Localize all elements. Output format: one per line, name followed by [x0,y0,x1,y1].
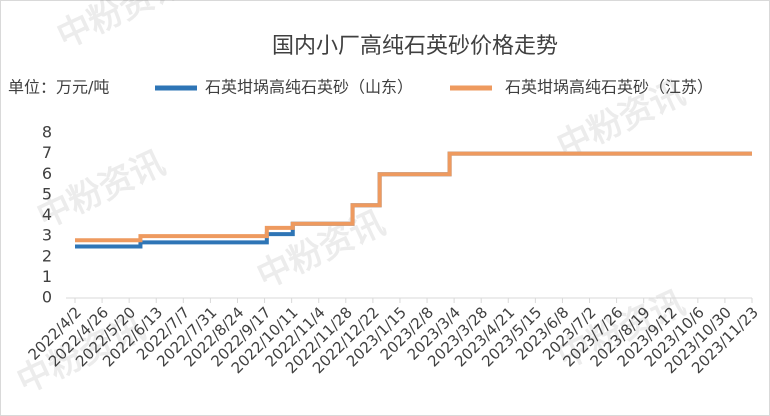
y-tick-label: 7 [42,143,52,162]
series-line [75,151,752,243]
legend-label: 石英坩埚高纯石英砂（山东） [205,78,413,97]
legend-label: 石英坩埚高纯石英砂（江苏） [505,78,713,97]
y-tick-label: 5 [42,184,52,203]
unit-label: 单位：万元/吨 [8,78,109,97]
y-tick-label: 1 [42,267,52,286]
chart-title: 国内小厂高纯石英砂价格走势 [272,34,558,59]
y-tick-label: 8 [42,123,52,142]
y-tick-label: 6 [42,164,52,183]
y-tick-label: 4 [42,205,52,224]
y-tick-label: 0 [42,288,52,307]
y-tick-label: 3 [42,226,52,245]
y-tick-label: 2 [42,246,52,265]
